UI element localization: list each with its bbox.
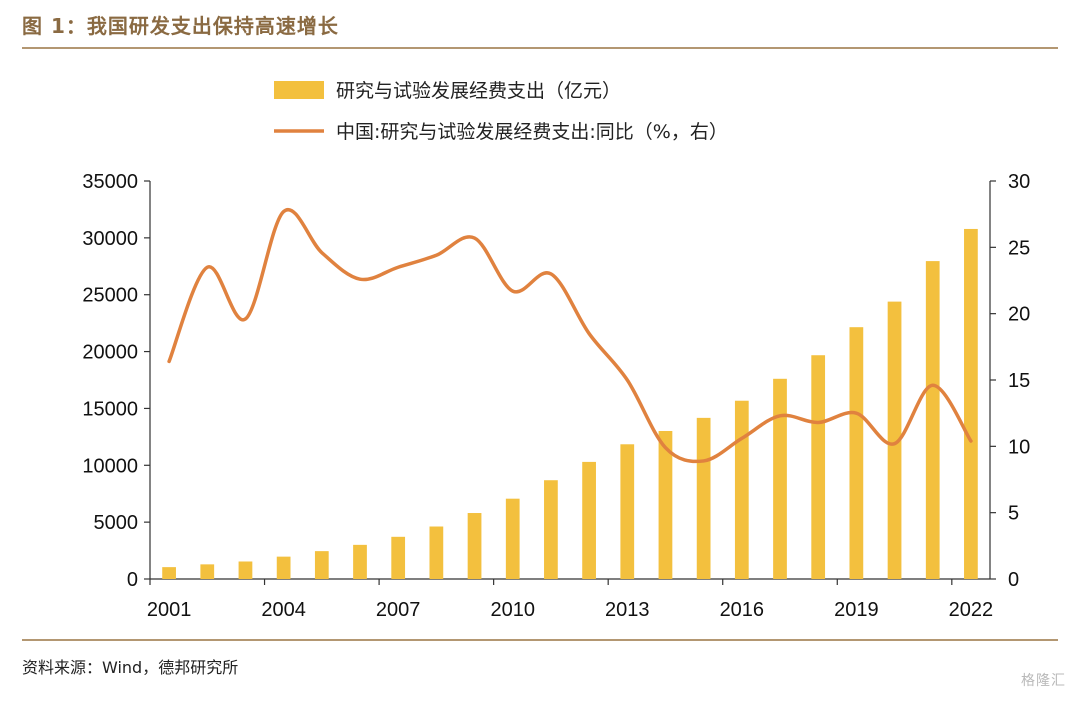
bar xyxy=(582,461,596,579)
left-axis-tick-label: 25000 xyxy=(82,285,138,307)
right-axis-tick-label: 20 xyxy=(1008,304,1030,326)
bar xyxy=(505,498,520,579)
bar xyxy=(849,327,864,579)
figure-title: 图 1：我国研发支出保持高速增长 xyxy=(22,14,339,38)
bar xyxy=(811,355,826,579)
left-axis-tick-label: 5000 xyxy=(94,512,139,534)
left-axis-tick-label: 15000 xyxy=(82,398,138,420)
bar xyxy=(391,536,406,579)
bar xyxy=(162,567,176,579)
right-axis-tick-label: 10 xyxy=(1008,436,1030,458)
watermark: 格隆汇 xyxy=(1021,673,1066,689)
bar xyxy=(238,561,253,579)
left-axis-tick-label: 0 xyxy=(127,569,138,591)
axes: 0 5000 10000 15000 20000 25000 30000 35000 0 5 10 1… xyxy=(82,171,1030,621)
bar xyxy=(467,513,482,579)
bar xyxy=(429,526,444,579)
x-axis-tick-label: 2013 xyxy=(605,599,650,621)
legend-bar-swatch xyxy=(274,81,324,99)
bar xyxy=(696,417,711,579)
chart: 研究与试验发展经费支出（亿元） 中国:研究与试验发展经费支出:同比（%，右） 0 5… xyxy=(82,80,1030,621)
bar xyxy=(353,544,367,579)
left-axis-tick-label: 10000 xyxy=(82,455,138,477)
bar xyxy=(620,444,635,579)
right-axis-tick-label: 0 xyxy=(1008,569,1019,591)
bar xyxy=(658,430,673,579)
source-note: 资料来源：Wind，德邦研究所 xyxy=(22,658,239,677)
legend-line-label: 中国:研究与试验发展经费支出:同比（%，右） xyxy=(336,121,728,143)
bar xyxy=(276,556,291,579)
bar xyxy=(887,301,902,579)
right-axis-tick-label: 30 xyxy=(1008,171,1030,193)
right-axis-tick-label: 5 xyxy=(1008,503,1019,525)
right-axis-tick-label: 25 xyxy=(1008,237,1030,259)
bar xyxy=(773,378,787,579)
bar-series xyxy=(162,228,978,579)
bottom-rule xyxy=(22,639,1058,641)
top-rule xyxy=(22,47,1058,49)
bar xyxy=(964,228,978,579)
x-axis-tick-label: 2022 xyxy=(949,599,994,621)
line-series xyxy=(167,207,973,464)
right-axis-tick-label: 15 xyxy=(1008,370,1030,392)
left-axis-tick-label: 30000 xyxy=(82,228,138,250)
bar xyxy=(925,261,940,579)
bar xyxy=(544,480,558,579)
x-axis-tick-label: 2007 xyxy=(376,599,421,621)
left-axis-tick-label: 35000 xyxy=(82,171,138,193)
x-axis-tick-label: 2001 xyxy=(147,599,192,621)
left-axis-tick-label: 20000 xyxy=(82,342,138,364)
yoy-growth-line xyxy=(167,207,973,464)
x-axis-tick-label: 2016 xyxy=(720,599,765,621)
bar xyxy=(734,400,749,579)
x-axis-tick-label: 2019 xyxy=(834,599,879,621)
legend: 研究与试验发展经费支出（亿元） 中国:研究与试验发展经费支出:同比（%，右） xyxy=(274,80,728,143)
bar xyxy=(200,564,215,579)
bar xyxy=(314,551,329,579)
x-axis-tick-label: 2010 xyxy=(490,599,535,621)
x-axis-tick-label: 2004 xyxy=(261,599,306,621)
legend-bar-label: 研究与试验发展经费支出（亿元） xyxy=(336,80,621,102)
